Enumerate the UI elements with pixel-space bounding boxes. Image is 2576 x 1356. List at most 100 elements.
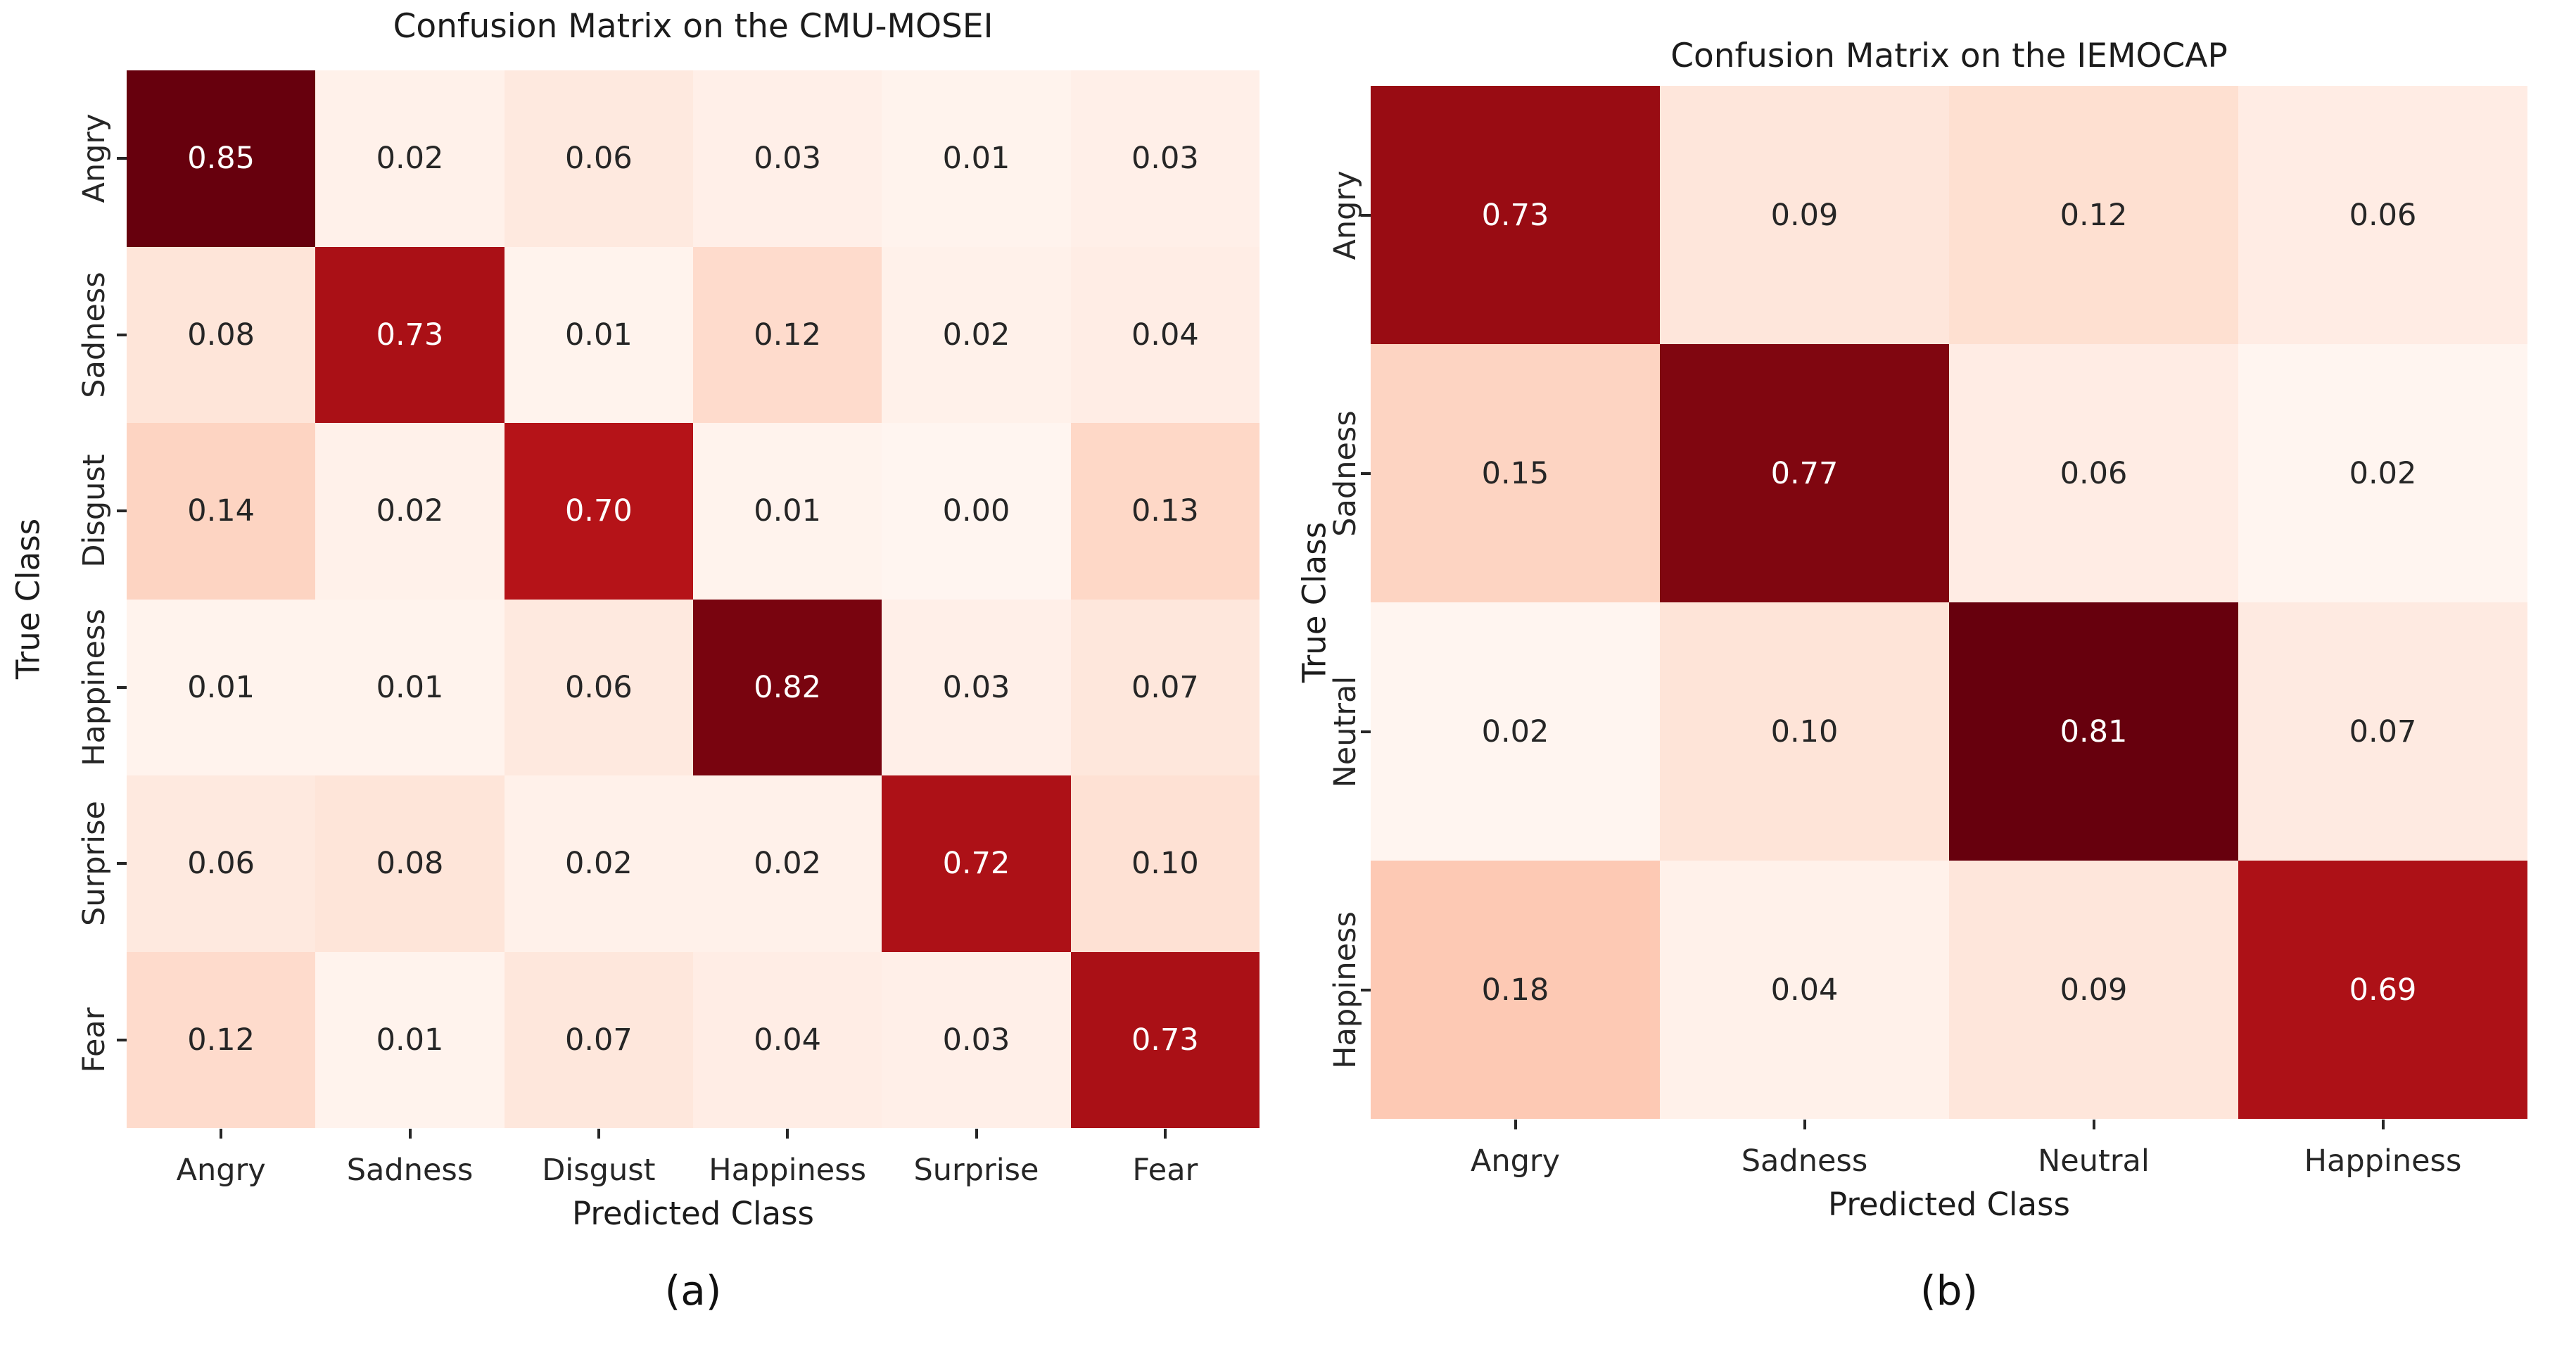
cell-value: 0.85 bbox=[187, 141, 255, 177]
cell-value: 0.77 bbox=[1770, 455, 1839, 491]
cell-value: 0.03 bbox=[754, 141, 822, 177]
cell-value: 0.06 bbox=[564, 669, 633, 705]
cell-value: 0.06 bbox=[2349, 197, 2417, 233]
cell-value: 0.08 bbox=[376, 846, 444, 882]
cell-value: 0.09 bbox=[1770, 197, 1839, 233]
cell-neutral-angry: 0.02 bbox=[1371, 602, 1660, 861]
y-tick-label: Surprise bbox=[77, 801, 112, 927]
cell-value: 0.73 bbox=[1481, 197, 1549, 233]
cell-sadness-sadness: 0.77 bbox=[1660, 344, 1949, 602]
cell-sadness-disgust: 0.01 bbox=[504, 246, 693, 423]
x-tick-label: Surprise bbox=[913, 1153, 1039, 1188]
cell-sadness-angry: 0.08 bbox=[127, 246, 316, 423]
cell-disgust-sadness: 0.02 bbox=[315, 423, 505, 600]
cell-value: 0.18 bbox=[1481, 972, 1549, 1008]
cell-value: 0.03 bbox=[942, 1022, 1010, 1058]
cell-value: 0.12 bbox=[187, 1022, 255, 1058]
cell-value: 0.02 bbox=[754, 846, 822, 882]
cell-value: 0.09 bbox=[2060, 972, 2128, 1008]
cell-value: 0.00 bbox=[942, 493, 1010, 529]
cell-value: 0.03 bbox=[942, 669, 1010, 705]
cell-disgust-disgust: 0.70 bbox=[504, 423, 693, 600]
cell-sadness-angry: 0.15 bbox=[1371, 344, 1660, 602]
y-tick-mark bbox=[1361, 988, 1371, 991]
cell-angry-sadness: 0.09 bbox=[1660, 86, 1949, 344]
cell-disgust-fear: 0.13 bbox=[1070, 423, 1260, 600]
subfigure-caption-b: (b) bbox=[1920, 1267, 1979, 1314]
cell-disgust-angry: 0.14 bbox=[127, 423, 316, 600]
cell-disgust-happiness: 0.01 bbox=[693, 423, 882, 600]
cell-happiness-disgust: 0.06 bbox=[504, 599, 693, 775]
cell-value: 0.02 bbox=[942, 317, 1010, 353]
y-tick-mark bbox=[117, 509, 127, 513]
x-tick-marks-iemocap bbox=[1371, 1120, 2527, 1129]
cell-value: 0.12 bbox=[2060, 197, 2128, 233]
cell-happiness-sadness: 0.04 bbox=[1660, 861, 1949, 1119]
x-tick-labels-iemocap: Angry Sadness Neutral Happiness bbox=[1371, 1136, 2527, 1179]
cell-value: 0.01 bbox=[187, 669, 255, 705]
confusion-matrix-grid-cmu-mosei: 0.85 0.02 0.06 0.03 0.01 0.03 0.08 0.73 0.01 0.12… bbox=[127, 70, 1260, 1128]
y-tick-marks-iemocap bbox=[1361, 86, 1371, 1119]
x-tick-labels-cmu-mosei: Angry Sadness Disgust Happiness Surprise Fear bbox=[127, 1146, 1260, 1188]
cell-value: 0.06 bbox=[187, 846, 255, 882]
x-axis-label-iemocap: Predicted Class bbox=[1828, 1186, 2070, 1223]
y-tick-label: Fear bbox=[77, 1007, 112, 1073]
cell-angry-disgust: 0.06 bbox=[504, 70, 693, 247]
cell-value: 0.02 bbox=[376, 141, 444, 177]
cell-angry-fear: 0.03 bbox=[1070, 70, 1260, 247]
cell-value: 0.82 bbox=[754, 669, 822, 705]
y-tick-mark bbox=[117, 685, 127, 689]
cell-value: 0.01 bbox=[376, 669, 444, 705]
cell-angry-happiness: 0.03 bbox=[693, 70, 882, 247]
cell-happiness-angry: 0.18 bbox=[1371, 861, 1660, 1119]
cell-surprise-fear: 0.10 bbox=[1070, 775, 1260, 952]
y-tick-mark bbox=[117, 157, 127, 160]
y-tick-mark bbox=[117, 862, 127, 866]
cell-value: 0.01 bbox=[754, 493, 822, 529]
cell-neutral-happiness: 0.07 bbox=[2238, 602, 2527, 861]
x-tick-mark bbox=[1803, 1120, 1806, 1129]
y-tick-mark bbox=[117, 1038, 127, 1041]
cell-surprise-surprise: 0.72 bbox=[882, 775, 1071, 952]
y-tick-label: Happiness bbox=[77, 608, 112, 766]
cell-value: 0.13 bbox=[1131, 493, 1199, 529]
x-tick-label: Angry bbox=[176, 1153, 266, 1188]
cell-happiness-surprise: 0.03 bbox=[882, 599, 1071, 775]
y-tick-marks-cmu-mosei bbox=[117, 70, 127, 1128]
cell-value: 0.01 bbox=[942, 141, 1010, 177]
cell-surprise-angry: 0.06 bbox=[127, 775, 316, 952]
cell-value: 0.10 bbox=[1131, 846, 1199, 882]
x-tick-label: Happiness bbox=[709, 1153, 867, 1188]
cell-happiness-neutral: 0.09 bbox=[1949, 861, 2238, 1119]
y-tick-label: Angry bbox=[77, 113, 112, 203]
cell-sadness-neutral: 0.06 bbox=[1949, 344, 2238, 602]
y-tick-label: Sadness bbox=[1328, 410, 1363, 537]
cell-happiness-angry: 0.01 bbox=[127, 599, 316, 775]
y-tick-mark bbox=[1361, 213, 1371, 217]
cell-angry-angry: 0.73 bbox=[1371, 86, 1660, 344]
x-tick-marks-cmu-mosei bbox=[127, 1129, 1260, 1139]
cell-value: 0.15 bbox=[1481, 455, 1549, 491]
x-tick-label: Happiness bbox=[2304, 1143, 2462, 1179]
cell-happiness-happiness: 0.82 bbox=[693, 599, 882, 775]
x-tick-mark bbox=[975, 1129, 978, 1139]
x-tick-mark bbox=[1163, 1129, 1167, 1139]
cell-value: 0.08 bbox=[187, 317, 255, 353]
cell-angry-surprise: 0.01 bbox=[882, 70, 1071, 247]
cell-sadness-happiness: 0.02 bbox=[2238, 344, 2527, 602]
cell-value: 0.02 bbox=[564, 846, 633, 882]
cell-value: 0.04 bbox=[1770, 972, 1839, 1008]
cell-value: 0.06 bbox=[2060, 455, 2128, 491]
cell-sadness-surprise: 0.02 bbox=[882, 246, 1071, 423]
cell-fear-fear: 0.73 bbox=[1070, 951, 1260, 1128]
confusion-matrix-grid-iemocap: 0.73 0.09 0.12 0.06 0.15 0.77 0.06 0.02 0.02 0.10… bbox=[1371, 86, 2527, 1119]
cell-angry-sadness: 0.02 bbox=[315, 70, 505, 247]
chart-title-iemocap: Confusion Matrix on the IEMOCAP bbox=[1670, 37, 2228, 75]
chart-title-cmu-mosei: Confusion Matrix on the CMU-MOSEI bbox=[393, 7, 994, 46]
cell-neutral-neutral: 0.81 bbox=[1949, 602, 2238, 861]
y-axis-label-cmu-mosei: True Class bbox=[9, 518, 47, 680]
y-tick-labels-iemocap: Angry Sadness Neutral Happiness bbox=[1327, 86, 1364, 1119]
cell-angry-angry: 0.85 bbox=[127, 70, 316, 247]
cell-sadness-fear: 0.04 bbox=[1070, 246, 1260, 423]
x-tick-mark bbox=[408, 1129, 412, 1139]
